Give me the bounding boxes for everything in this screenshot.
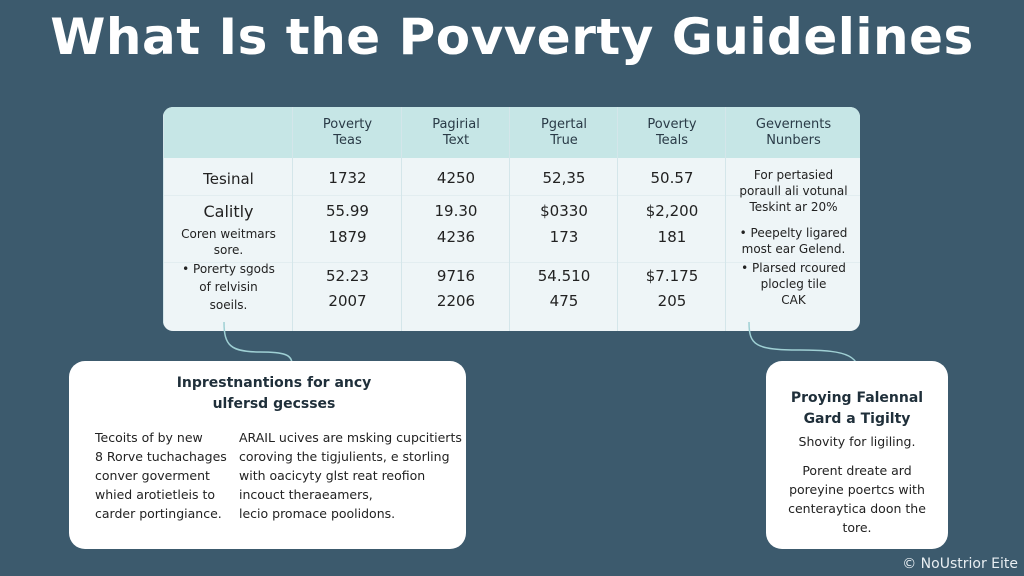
guidelines-table: Tesinal Calitly Coren weitmars sore. • P… [163, 107, 860, 331]
table-cell: 54.510 [537, 267, 591, 285]
table-column: Pgertal True 52,35 $0330 173 54.510 475 [509, 107, 618, 331]
column-header: Pgertal True [540, 117, 588, 148]
callout-text: ARAIL ucives are msking cupcitierts coro… [239, 430, 462, 521]
right-callout: Proying Falennal Gard a Tigilty Shovity … [766, 361, 948, 549]
table-column: Pagirial Text 4250 19.30 4236 9716 2206 [401, 107, 510, 331]
row-label: Coren weitmars sore. [181, 227, 276, 257]
table-cell: 52.23 [326, 267, 369, 285]
column-header: Pagirial Text [432, 117, 480, 148]
table-header-row [163, 107, 860, 158]
row-label: Tesinal [203, 170, 254, 188]
table-cell: $7.175 [645, 267, 699, 285]
table-cell: 181 [657, 228, 687, 246]
left-callout: Inprestnantions for ancy ulfersd gecsses… [69, 361, 466, 549]
callout-text: Porent dreate ard poreyine poertcs with … [788, 463, 926, 535]
callout-subtitle: Shovity for ligiling. [798, 434, 916, 449]
table-cell: 4236 [436, 228, 476, 246]
table-cell: $2,200 [645, 202, 699, 220]
table-cell: 475 [549, 292, 579, 310]
table-cell: 1879 [328, 228, 367, 246]
page-title: What Is the Povverty Guidelines [50, 8, 974, 66]
table-cell: 4250 [436, 169, 476, 187]
table-cell: 9716 [436, 267, 476, 285]
table-column: Poverty Teas 1732 55.99 1879 52.23 2007 [292, 107, 402, 331]
table-cell: 52,35 [542, 169, 586, 187]
column-header: Poverty Teas [322, 117, 373, 148]
note: For pertasied poraull ali votunal Teskin… [739, 168, 848, 214]
note: • Plarsed rcoured plocleg tile CAK [741, 261, 846, 307]
table-cell: 1732 [328, 169, 367, 187]
table-cell: 2206 [436, 292, 476, 310]
footer-credit: © NoUstrior Eite [902, 556, 1018, 572]
table-cell: 173 [549, 228, 579, 246]
callout-title: Proying Falennal Gard a Tigilty [790, 390, 924, 427]
callout-title: Inprestnantions for ancy ulfersd gecsses [176, 375, 372, 412]
column-header: Gevernents Nunbers [755, 117, 832, 148]
table-cell: 2007 [328, 292, 367, 310]
table-cell: 55.99 [326, 202, 369, 220]
notes-column: Gevernents Nunbers For pertasied poraull… [725, 107, 860, 331]
row-label-column: Tesinal Calitly Coren weitmars sore. • P… [163, 107, 293, 331]
row-label: • Porerty sgods of relvisin soeils. [182, 262, 275, 312]
row-label: Calitly [203, 202, 254, 221]
table-column: Poverty Teals 50.57 $2,200 181 $7.175 20… [617, 107, 726, 331]
table-cell: $0330 [540, 202, 588, 220]
callout-text: Tecoits of by new 8 Rorve tuchachages co… [95, 430, 227, 521]
table-cell: 19.30 [434, 202, 478, 220]
table-cell: 205 [657, 292, 687, 310]
column-header: Poverty Teals [647, 117, 697, 148]
connector-left [223, 321, 293, 365]
note: • Peepelty ligared most ear Gelend. [739, 226, 848, 256]
table-cell: 50.57 [650, 169, 694, 187]
